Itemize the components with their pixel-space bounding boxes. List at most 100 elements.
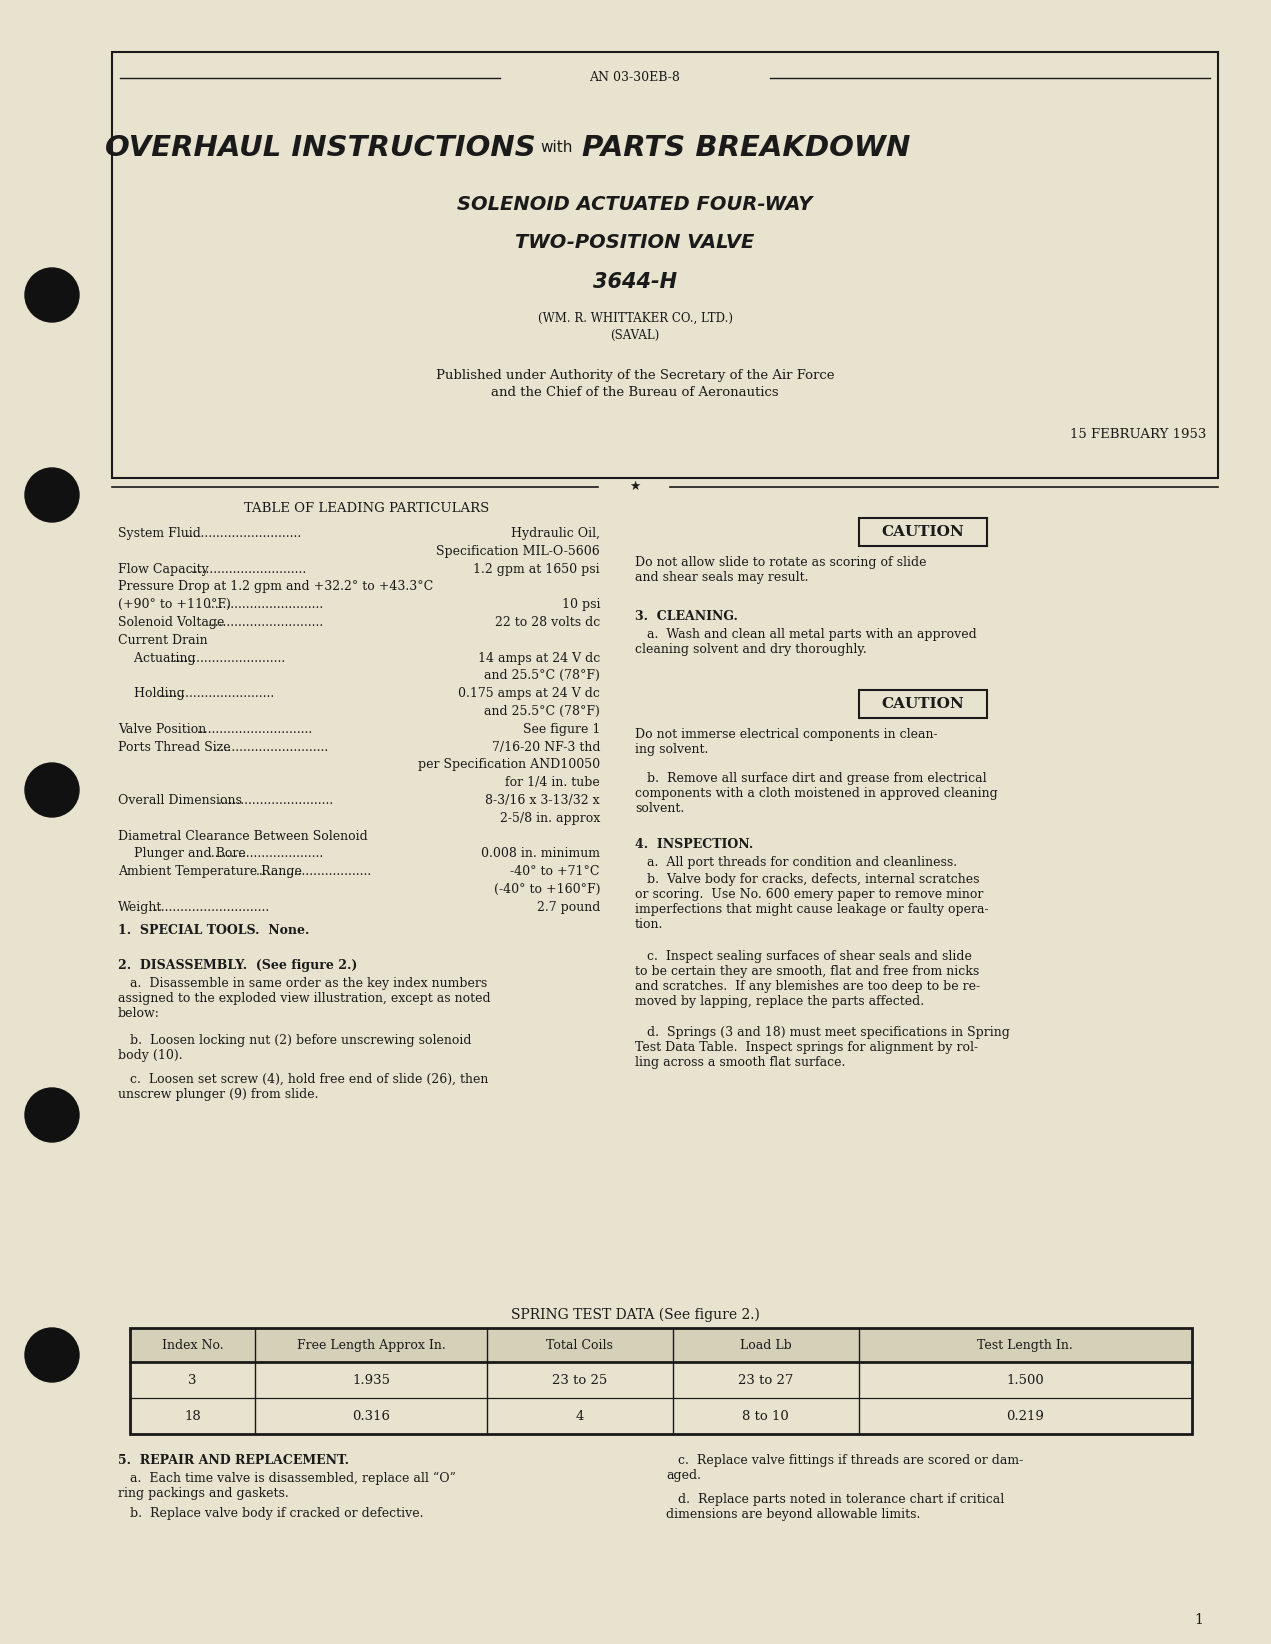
Text: b.  Loosen locking nut (2) before unscrewing solenoid
body (10).: b. Loosen locking nut (2) before unscrew… [118, 1034, 472, 1062]
Text: 14 amps at 24 V dc: 14 amps at 24 V dc [478, 651, 600, 664]
Circle shape [25, 1088, 79, 1143]
Text: TABLE OF LEADING PARTICULARS: TABLE OF LEADING PARTICULARS [244, 501, 489, 515]
Text: PARTS BREAKDOWN: PARTS BREAKDOWN [582, 135, 910, 163]
Text: and the Chief of the Bureau of Aeronautics: and the Chief of the Bureau of Aeronauti… [491, 386, 779, 399]
Text: 3644-H: 3644-H [594, 271, 677, 293]
Bar [130, 1397, 1192, 1434]
Text: 0.008 in. minimum: 0.008 in. minimum [480, 847, 600, 860]
Text: a.  All port threads for condition and cleanliness.: a. All port threads for condition and cl… [636, 855, 957, 868]
Text: ..............................: .............................. [207, 847, 324, 860]
Text: 1: 1 [1195, 1613, 1202, 1628]
Circle shape [25, 1328, 79, 1383]
Text: 0.316: 0.316 [352, 1409, 390, 1422]
Text: 1.500: 1.500 [1007, 1373, 1045, 1386]
Text: 1.2 gpm at 1650 psi: 1.2 gpm at 1650 psi [473, 562, 600, 575]
Text: Test Length In.: Test Length In. [977, 1338, 1073, 1351]
Text: ..............................: .............................. [154, 901, 269, 914]
Text: (SAVAL): (SAVAL) [610, 329, 660, 342]
Text: ..............................: .............................. [255, 865, 372, 878]
Text: Published under Authority of the Secretary of the Air Force: Published under Authority of the Secreta… [436, 368, 834, 381]
Text: Holding: Holding [118, 687, 184, 700]
Text: Total Coils: Total Coils [547, 1338, 613, 1351]
Text: Load Lb: Load Lb [740, 1338, 792, 1351]
Text: a.  Disassemble in same order as the key index numbers
assigned to the exploded : a. Disassemble in same order as the key … [118, 977, 491, 1019]
Text: Solenoid Voltage: Solenoid Voltage [118, 616, 225, 630]
Text: 1.935: 1.935 [352, 1373, 390, 1386]
Text: TWO-POSITION VALVE: TWO-POSITION VALVE [515, 233, 755, 253]
Text: 5.  REPAIR AND REPLACEMENT.: 5. REPAIR AND REPLACEMENT. [118, 1453, 350, 1466]
Text: 15 FEBRUARY 1953: 15 FEBRUARY 1953 [1070, 429, 1206, 442]
Text: Do not allow slide to rotate as scoring of slide
and shear seals may result.: Do not allow slide to rotate as scoring … [636, 556, 927, 584]
Text: ..............................: .............................. [159, 687, 275, 700]
Text: 4: 4 [576, 1409, 583, 1422]
Text: b.  Valve body for cracks, defects, internal scratches
or scoring.  Use No. 600 : b. Valve body for cracks, defects, inter… [636, 873, 989, 932]
Text: 23 to 27: 23 to 27 [738, 1373, 793, 1386]
Text: and 25.5°C (78°F): and 25.5°C (78°F) [484, 705, 600, 718]
Text: CAUTION: CAUTION [881, 524, 963, 539]
Text: 22 to 28 volts dc: 22 to 28 volts dc [494, 616, 600, 630]
Text: Hydraulic Oil,: Hydraulic Oil, [511, 528, 600, 539]
Text: Ports Thread Size: Ports Thread Size [118, 740, 230, 753]
Text: Ambient Temperature Range: Ambient Temperature Range [118, 865, 302, 878]
Text: b.  Remove all surface dirt and grease from electrical
components with a cloth m: b. Remove all surface dirt and grease fr… [636, 771, 998, 815]
Text: (WM. R. WHITTAKER CO., LTD.): (WM. R. WHITTAKER CO., LTD.) [538, 311, 732, 324]
Text: CAUTION: CAUTION [881, 697, 963, 710]
Text: ..............................: .............................. [207, 598, 324, 612]
Text: a.  Each time valve is disassembled, replace all “O”
ring packings and gaskets.: a. Each time valve is disassembled, repl… [118, 1471, 456, 1499]
Bar [858, 690, 986, 718]
Text: 0.219: 0.219 [1007, 1409, 1045, 1422]
Text: ..............................: .............................. [212, 740, 329, 753]
Text: and 25.5°C (78°F): and 25.5°C (78°F) [484, 669, 600, 682]
Text: 2.7 pound: 2.7 pound [536, 901, 600, 914]
Text: 7/16-20 NF-3 thd: 7/16-20 NF-3 thd [492, 740, 600, 753]
Text: Do not immerse electrical components in clean-
ing solvent.: Do not immerse electrical components in … [636, 728, 938, 756]
Text: 8-3/16 x 3-13/32 x: 8-3/16 x 3-13/32 x [486, 794, 600, 807]
Text: ..............................: .............................. [191, 562, 308, 575]
Text: ..............................: .............................. [197, 723, 313, 737]
Text: a.  Wash and clean all metal parts with an approved
cleaning solvent and dry tho: a. Wash and clean all metal parts with a… [636, 628, 976, 656]
Text: 0.175 amps at 24 V dc: 0.175 amps at 24 V dc [458, 687, 600, 700]
Text: 3.  CLEANING.: 3. CLEANING. [636, 610, 738, 623]
Text: ..............................: .............................. [219, 794, 334, 807]
Text: 10 psi: 10 psi [562, 598, 600, 612]
Circle shape [25, 763, 79, 817]
Text: ..............................: .............................. [186, 528, 302, 539]
Text: c.  Loosen set screw (4), hold free end of slide (26), then
unscrew plunger (9) : c. Loosen set screw (4), hold free end o… [118, 1074, 488, 1101]
Text: 1.  SPECIAL TOOLS.  None.: 1. SPECIAL TOOLS. None. [118, 924, 309, 937]
Text: ★: ★ [629, 480, 641, 493]
Bar [858, 518, 986, 546]
Text: Valve Position: Valve Position [118, 723, 206, 737]
Text: Index No.: Index No. [161, 1338, 224, 1351]
Text: Overall Dimensions: Overall Dimensions [118, 794, 241, 807]
Text: d.  Replace parts noted in tolerance chart if critical
dimensions are beyond all: d. Replace parts noted in tolerance char… [666, 1493, 1004, 1521]
Text: c.  Inspect sealing surfaces of shear seals and slide
to be certain they are smo: c. Inspect sealing surfaces of shear sea… [636, 950, 980, 1008]
Text: SPRING TEST DATA (See figure 2.): SPRING TEST DATA (See figure 2.) [511, 1309, 760, 1322]
Text: per Specification AND10050: per Specification AND10050 [418, 758, 600, 771]
Text: 4.  INSPECTION.: 4. INSPECTION. [636, 838, 754, 852]
Bar [112, 53, 1218, 478]
Text: ..............................: .............................. [207, 616, 324, 630]
Bar [130, 1328, 1192, 1361]
Text: AN 03-30EB-8: AN 03-30EB-8 [590, 71, 680, 84]
Text: Pressure Drop at 1.2 gpm and +32.2° to +43.3°C: Pressure Drop at 1.2 gpm and +32.2° to +… [118, 580, 433, 593]
Text: (+90° to +110°F): (+90° to +110°F) [118, 598, 231, 612]
Text: for 1/4 in. tube: for 1/4 in. tube [506, 776, 600, 789]
Text: Weight: Weight [118, 901, 163, 914]
Text: with: with [540, 140, 572, 156]
Bar [130, 1361, 1192, 1397]
Text: (-40° to +160°F): (-40° to +160°F) [493, 883, 600, 896]
Circle shape [25, 268, 79, 322]
Text: Flow Capacity: Flow Capacity [118, 562, 208, 575]
Text: Free Length Approx In.: Free Length Approx In. [296, 1338, 445, 1351]
Text: Current Drain: Current Drain [118, 635, 207, 646]
Text: Diametral Clearance Between Solenoid: Diametral Clearance Between Solenoid [118, 830, 367, 843]
Text: b.  Replace valve body if cracked or defective.: b. Replace valve body if cracked or defe… [118, 1508, 423, 1521]
Text: See figure 1: See figure 1 [522, 723, 600, 737]
Text: System Fluid: System Fluid [118, 528, 201, 539]
Text: Actuating: Actuating [118, 651, 196, 664]
Text: Specification MIL-O-5606: Specification MIL-O-5606 [436, 544, 600, 557]
Text: c.  Replace valve fittings if threads are scored or dam-
aged.: c. Replace valve fittings if threads are… [666, 1453, 1023, 1481]
Text: d.  Springs (3 and 18) must meet specifications in Spring
Test Data Table.  Insp: d. Springs (3 and 18) must meet specific… [636, 1026, 1010, 1070]
Text: Plunger and Bore: Plunger and Bore [118, 847, 245, 860]
Text: ..............................: .............................. [169, 651, 286, 664]
